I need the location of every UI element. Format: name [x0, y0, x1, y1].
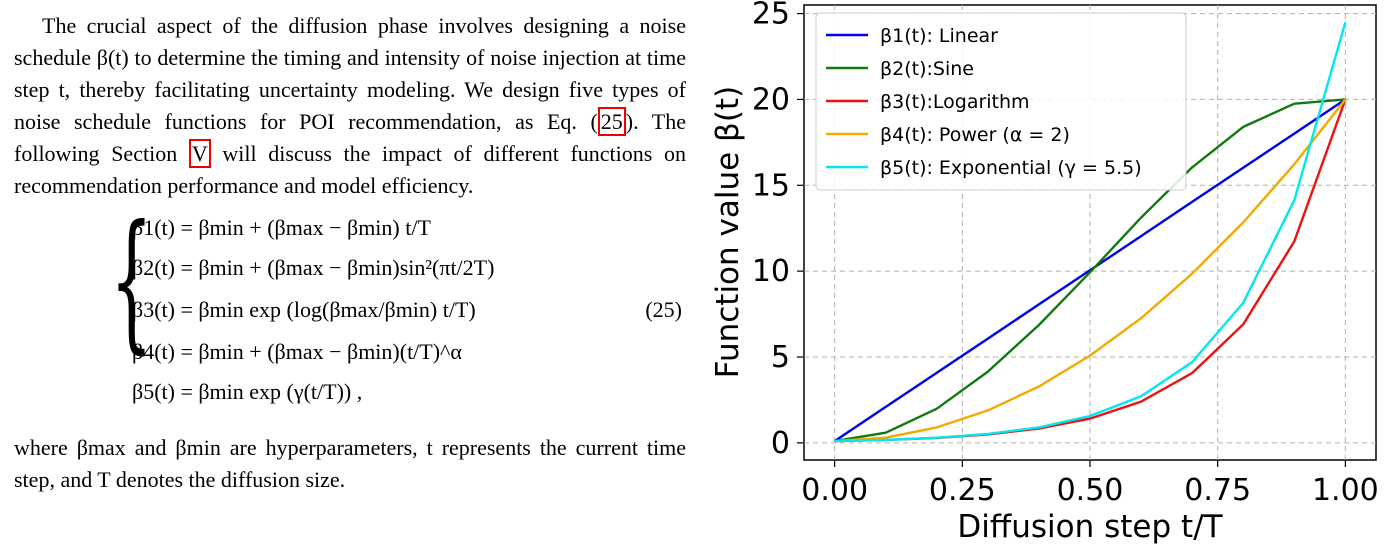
y-tick-label: 25 — [752, 0, 790, 32]
legend: β1(t): Linear β2(t):Sine β3(t):Logarithm β4… — [815, 12, 1187, 191]
paper-text-column: The crucial aspect of the diffusion phas… — [14, 10, 686, 496]
x-tick-label: 0.75 — [1184, 473, 1251, 508]
legend-entry-2: β2(t):Sine — [880, 58, 974, 80]
left-brace: { — [110, 194, 153, 368]
equation-beta1: β1(t) = βmin + (βmax − βmin) t/T — [132, 215, 431, 240]
y-tick-label: 15 — [752, 168, 790, 203]
legend-entry-1: β1(t): Linear — [880, 25, 998, 47]
x-tick-label: 0.25 — [929, 473, 996, 508]
equation-beta4: β4(t) = βmin + (βmax − βmin)(t/T)^α — [132, 339, 462, 364]
legend-entry-3: β3(t):Logarithm — [880, 91, 1030, 113]
equation-reference-link[interactable]: 25 — [597, 107, 626, 136]
equation-beta2: β2(t) = βmin + (βmax − βmin)sin²(πt/2T) — [132, 255, 495, 280]
legend-entry-4: β4(t): Power (α = 2) — [880, 124, 1070, 146]
series-lines — [833, 21, 1347, 443]
noise-schedule-chart: 0.00 0.25 0.50 0.75 1.00 0 5 10 15 20 25 Diffusion… — [710, 0, 1379, 545]
x-tick-label: 0.50 — [1057, 473, 1124, 508]
legend-frame — [815, 12, 1187, 191]
y-tick-label: 5 — [771, 340, 790, 375]
x-tick-label: 0.00 — [801, 473, 868, 508]
x-tick-label: 1.00 — [1312, 473, 1379, 508]
x-axis-label: Diffusion step t/T — [957, 509, 1223, 545]
intro-text-mid: ). The following Section — [14, 109, 686, 166]
intro-text-end: will discuss the impact of different fun… — [14, 141, 686, 198]
section-reference-link[interactable]: V — [188, 139, 211, 168]
y-tick-label: 20 — [752, 82, 790, 117]
y-axis-label: Function value β(t) — [710, 86, 746, 378]
intro-text: The crucial aspect of the diffusion phas… — [14, 13, 686, 134]
series-line-4 — [834, 98, 1347, 443]
equation-beta5: β5(t) = βmin exp (γ(t/T)) , — [132, 379, 363, 404]
y-tick-label: 10 — [752, 254, 790, 289]
series-line-1 — [833, 98, 1347, 443]
series-line-5 — [834, 21, 1347, 443]
y-tick-label: 0 — [771, 426, 790, 461]
axis-ticks: 0.00 0.25 0.50 0.75 1.00 0 5 10 15 20 25 — [752, 0, 1379, 508]
where-paragraph: where βmax and βmin are hyperparameters,… — [14, 435, 686, 492]
series-line-2 — [834, 98, 1346, 443]
intro-paragraph: The crucial aspect of the diffusion phas… — [14, 10, 686, 202]
equation-block: { β1(t) = βmin + (βmax − βmin) t/T β2(t)… — [14, 206, 686, 418]
equation-number: (25) — [645, 297, 682, 322]
legend-entry-5: β5(t): Exponential (γ = 5.5) — [880, 157, 1142, 179]
equation-beta3: β3(t) = βmin exp (log(βmax/βmin) t/T) — [132, 297, 476, 322]
